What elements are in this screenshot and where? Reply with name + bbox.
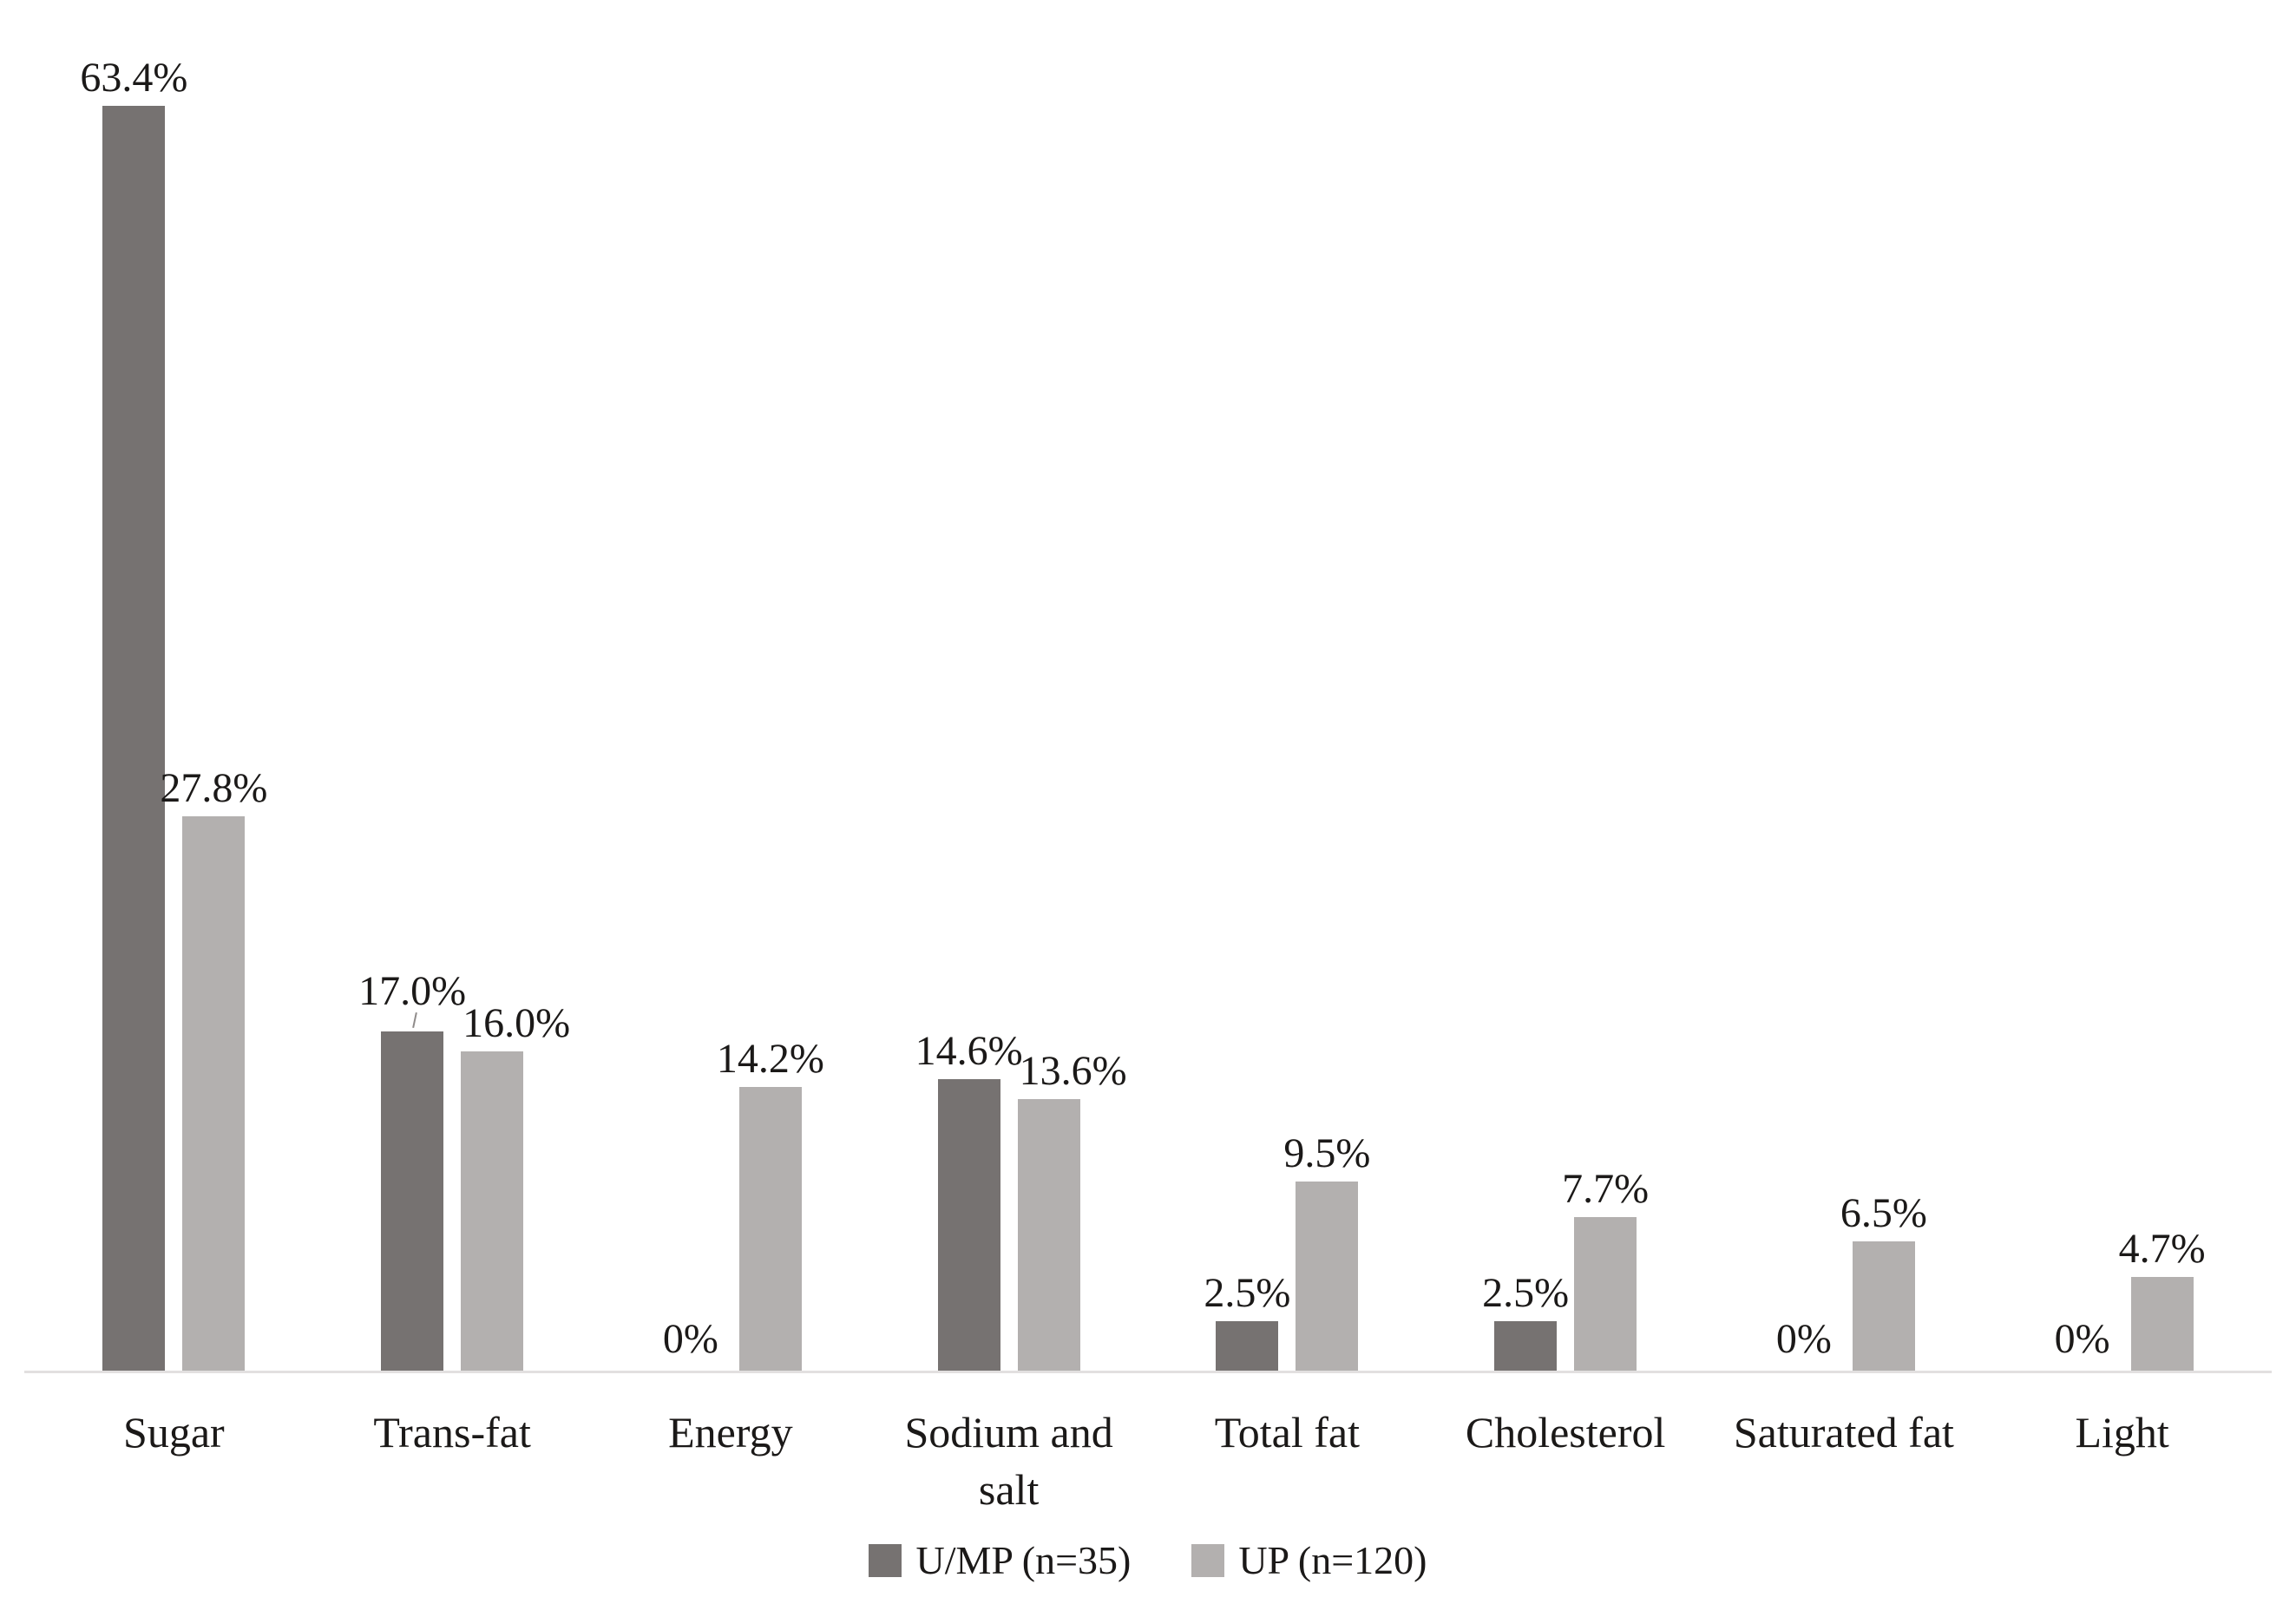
bar-up-7	[2130, 1276, 2194, 1371]
value-label: 2.5%	[1204, 1269, 1291, 1316]
value-label: 17.0%	[358, 968, 467, 1014]
bar-up-2	[738, 1087, 802, 1371]
bar-up-6	[1852, 1241, 1915, 1371]
value-label: 63.4%	[80, 54, 188, 101]
value-label: 6.5%	[1840, 1189, 1927, 1236]
x-axis-line	[24, 1371, 2272, 1373]
value-label: 4.7%	[2118, 1225, 2206, 1272]
value-label: 13.6%	[1019, 1048, 1127, 1095]
legend-item-0: U/MP (n=35)	[869, 1537, 1131, 1583]
legend-label: UP (n=120)	[1238, 1538, 1427, 1582]
bar-up-0	[182, 815, 246, 1371]
legend-swatch-icon	[869, 1543, 902, 1577]
bar-up-3	[1017, 1099, 1080, 1371]
bar-up-1	[461, 1051, 524, 1371]
legend-swatch-icon	[1191, 1543, 1225, 1577]
category-label-4: Total fat	[1214, 1408, 1360, 1457]
bar-ump-5	[1494, 1320, 1558, 1371]
value-label: 0%	[1775, 1316, 1832, 1362]
category-label-7: Light	[2075, 1408, 2169, 1457]
category-label-6: Saturated fat	[1733, 1408, 1954, 1457]
bar-ump-4	[1216, 1320, 1279, 1371]
legend-item-1: UP (n=120)	[1191, 1537, 1427, 1583]
category-label-0: Sugar	[123, 1408, 225, 1457]
value-label: 0%	[662, 1316, 718, 1362]
value-label: 2.5%	[1482, 1269, 1570, 1316]
value-label: 9.5%	[1283, 1129, 1371, 1176]
value-label: 14.6%	[915, 1028, 1023, 1075]
legend: U/MP (n=35) UP (n=120)	[0, 1537, 2296, 1583]
value-label: 7.7%	[1562, 1165, 1650, 1212]
value-label: 16.0%	[462, 1000, 571, 1046]
label-leader-line	[412, 1011, 417, 1029]
category-label-1: Trans-fat	[373, 1408, 531, 1457]
value-label: 27.8%	[160, 764, 268, 811]
value-label: 0%	[2054, 1316, 2110, 1362]
category-label-3: Sodium and salt	[904, 1408, 1113, 1514]
legend-label: U/MP (n=35)	[915, 1538, 1132, 1582]
bar-up-5	[1574, 1216, 1637, 1371]
category-label-2: Energy	[668, 1408, 793, 1457]
bar-ump-3	[937, 1079, 1000, 1371]
bar-ump-1	[381, 1031, 444, 1371]
category-label-5: Cholesterol	[1465, 1408, 1666, 1457]
value-label: 14.2%	[716, 1036, 824, 1083]
bar-ump-0	[102, 105, 166, 1371]
bar-up-4	[1296, 1181, 1359, 1371]
